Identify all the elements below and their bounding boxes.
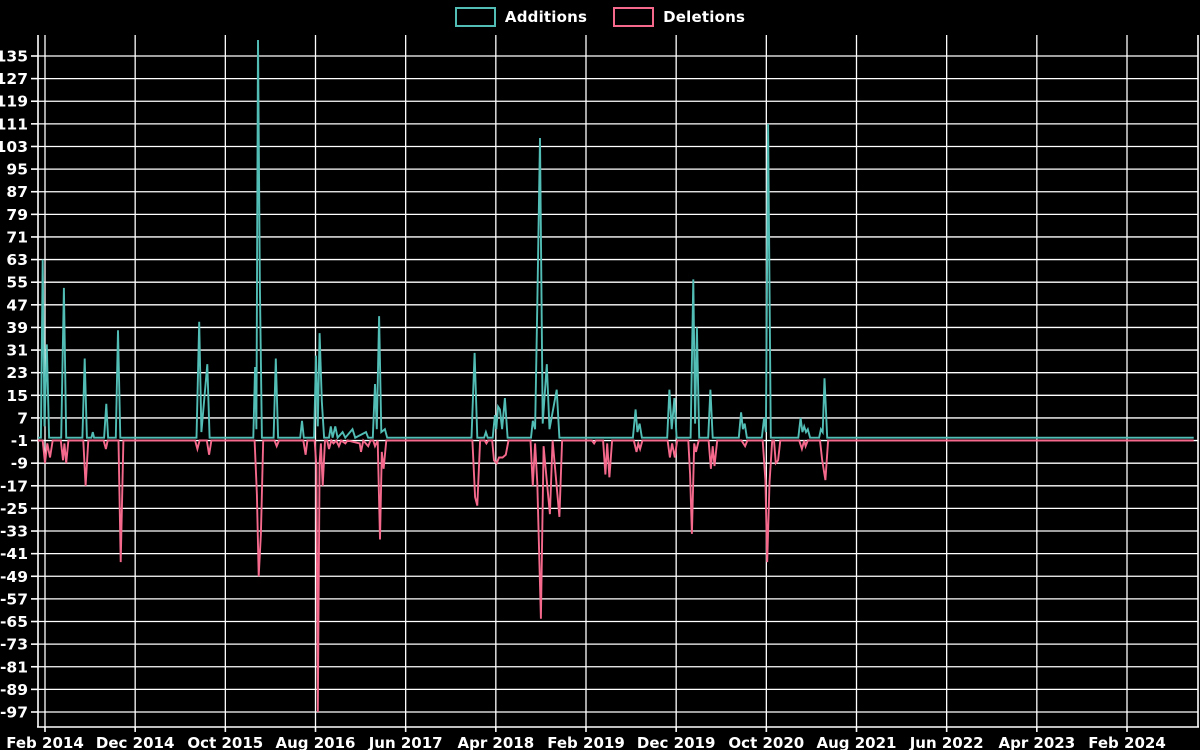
y-tick-label: -65 [0,613,28,631]
x-tick-label: Jun 2017 [368,734,443,750]
y-tick-label: -33 [0,523,28,541]
y-tick-label: 71 [6,228,28,246]
y-tick-label: -73 [0,636,28,654]
y-tick-label: -1 [11,432,28,450]
y-tick-label: 119 [0,93,28,111]
y-tick-label: -9 [11,455,28,473]
y-tick-label: -97 [0,703,28,721]
y-tick-label: 31 [6,342,28,360]
additions-series-line [38,40,1194,440]
x-tick-label: Apr 2018 [457,734,534,750]
y-tick-label: 79 [6,206,28,224]
deletions-swatch-icon [613,7,655,27]
x-tick-label: Aug 2016 [276,734,356,750]
y-tick-label: 55 [6,274,28,292]
x-tick-label: Dec 2019 [637,734,716,750]
x-tick-label: Apr 2023 [998,734,1075,750]
y-tick-label: -25 [0,500,28,518]
y-tick-label: 127 [0,70,28,88]
y-tick-label: -57 [0,590,28,608]
legend-item-deletions: Deletions [613,7,745,27]
y-tick-label: 95 [6,161,28,179]
x-tick-label: Feb 2019 [547,734,625,750]
x-tick-label: Dec 2014 [96,734,175,750]
y-tick-label: 47 [6,296,28,314]
y-tick-label: 7 [17,409,28,427]
x-tick-label: Feb 2024 [1088,734,1166,750]
y-tick-label: 63 [6,251,28,269]
y-tick-label: -41 [0,545,28,563]
y-tick-label: -89 [0,681,28,699]
x-tick-label: Jun 2022 [909,734,984,750]
y-tick-label: 15 [6,387,28,405]
deletions-series-line [38,438,1194,713]
chart-legend: Additions Deletions [0,7,1200,27]
x-tick-label: Oct 2015 [187,734,263,750]
legend-label-additions: Additions [504,8,588,26]
y-tick-label: 87 [6,183,28,201]
additions-swatch-icon [454,7,496,27]
legend-label-deletions: Deletions [663,8,746,26]
y-tick-label: -81 [0,658,28,676]
y-tick-label: 103 [0,138,28,156]
x-tick-label: Oct 2020 [728,734,804,750]
y-tick-label: 39 [6,319,28,337]
x-tick-label: Feb 2014 [6,734,84,750]
y-tick-label: 135 [0,47,28,65]
x-tick-label: Aug 2021 [817,734,897,750]
y-tick-label: 111 [0,115,28,133]
y-tick-label: -49 [0,568,28,586]
y-tick-label: -17 [0,477,28,495]
y-tick-label: 23 [6,364,28,382]
legend-item-additions: Additions [454,7,588,27]
